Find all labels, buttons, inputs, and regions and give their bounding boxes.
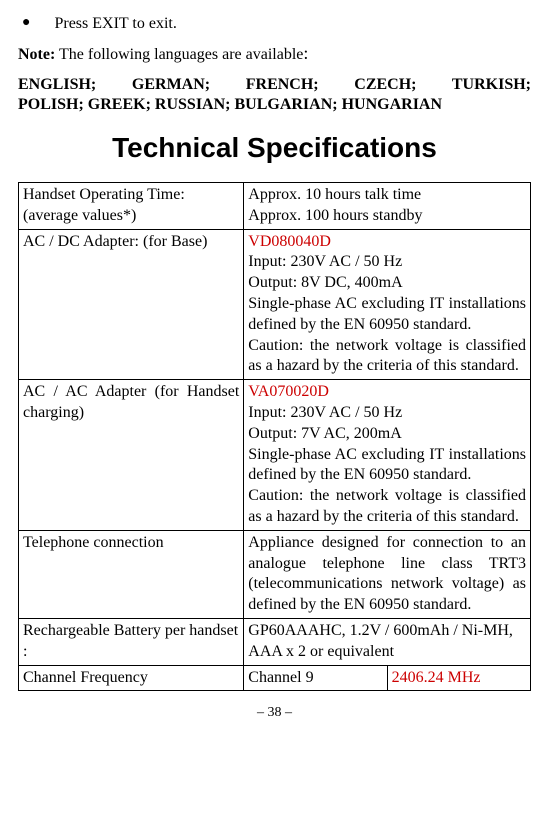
spec-table: Handset Operating Time: (average values*…	[18, 182, 531, 691]
table-row: AC / DC Adapter: (for Base) VD080040D In…	[19, 229, 531, 380]
channel-number: Channel 9	[244, 666, 387, 691]
spec-value: VA070020D Input: 230V AC / 50 Hz Output:…	[244, 380, 531, 531]
note-line: Note: The following languages are availa…	[18, 43, 531, 64]
page-number: – 38 –	[18, 705, 531, 721]
note-colon: :	[303, 43, 308, 63]
spec-label: AC / AC Adapter (for Handset charging)	[19, 380, 244, 531]
spec-value: Channel 9 2406.24 MHz	[244, 665, 531, 691]
languages-line-2: POLISH; GREEK; RUSSIAN; BULGARIAN; HUNGA…	[18, 96, 531, 114]
spec-value: GP60AAAHC, 1.2V / 600mAh / Ni-MH, AAA x …	[244, 618, 531, 665]
note-text: The following languages are available	[59, 46, 303, 63]
spec-label: Channel Frequency	[19, 665, 244, 691]
note-label: Note:	[18, 46, 55, 63]
spec-label: AC / DC Adapter: (for Base)	[19, 229, 244, 380]
spec-label: Telephone connection	[19, 530, 244, 618]
table-row: Channel Frequency Channel 9 2406.24 MHz	[19, 665, 531, 691]
bullet-text: Press EXIT to exit.	[54, 15, 176, 33]
spec-value: Approx. 10 hours talk time Approx. 100 h…	[244, 183, 531, 230]
languages-line-1: ENGLISH; GERMAN; FRENCH; CZECH; TURKISH;	[18, 76, 531, 94]
spec-label: Handset Operating Time: (average values*…	[19, 183, 244, 230]
table-row: AC / AC Adapter (for Handset charging) V…	[19, 380, 531, 531]
channel-frequency: 2406.24 MHz	[388, 666, 530, 691]
spec-value: VD080040D Input: 230V AC / 50 Hz Output:…	[244, 229, 531, 380]
model-number: VA070020D	[248, 383, 329, 400]
table-row: Telephone connection Appliance designed …	[19, 530, 531, 618]
model-number: VD080040D	[248, 233, 331, 250]
spec-label: Rechargeable Battery per handset :	[19, 618, 244, 665]
bullet-item: ● Press EXIT to exit.	[18, 15, 531, 33]
spec-value: Appliance designed for connection to an …	[244, 530, 531, 618]
table-row: Rechargeable Battery per handset : GP60A…	[19, 618, 531, 665]
table-row: Handset Operating Time: (average values*…	[19, 183, 531, 230]
page-title: Technical Specifications	[18, 132, 531, 164]
bullet-icon: ●	[22, 15, 30, 31]
